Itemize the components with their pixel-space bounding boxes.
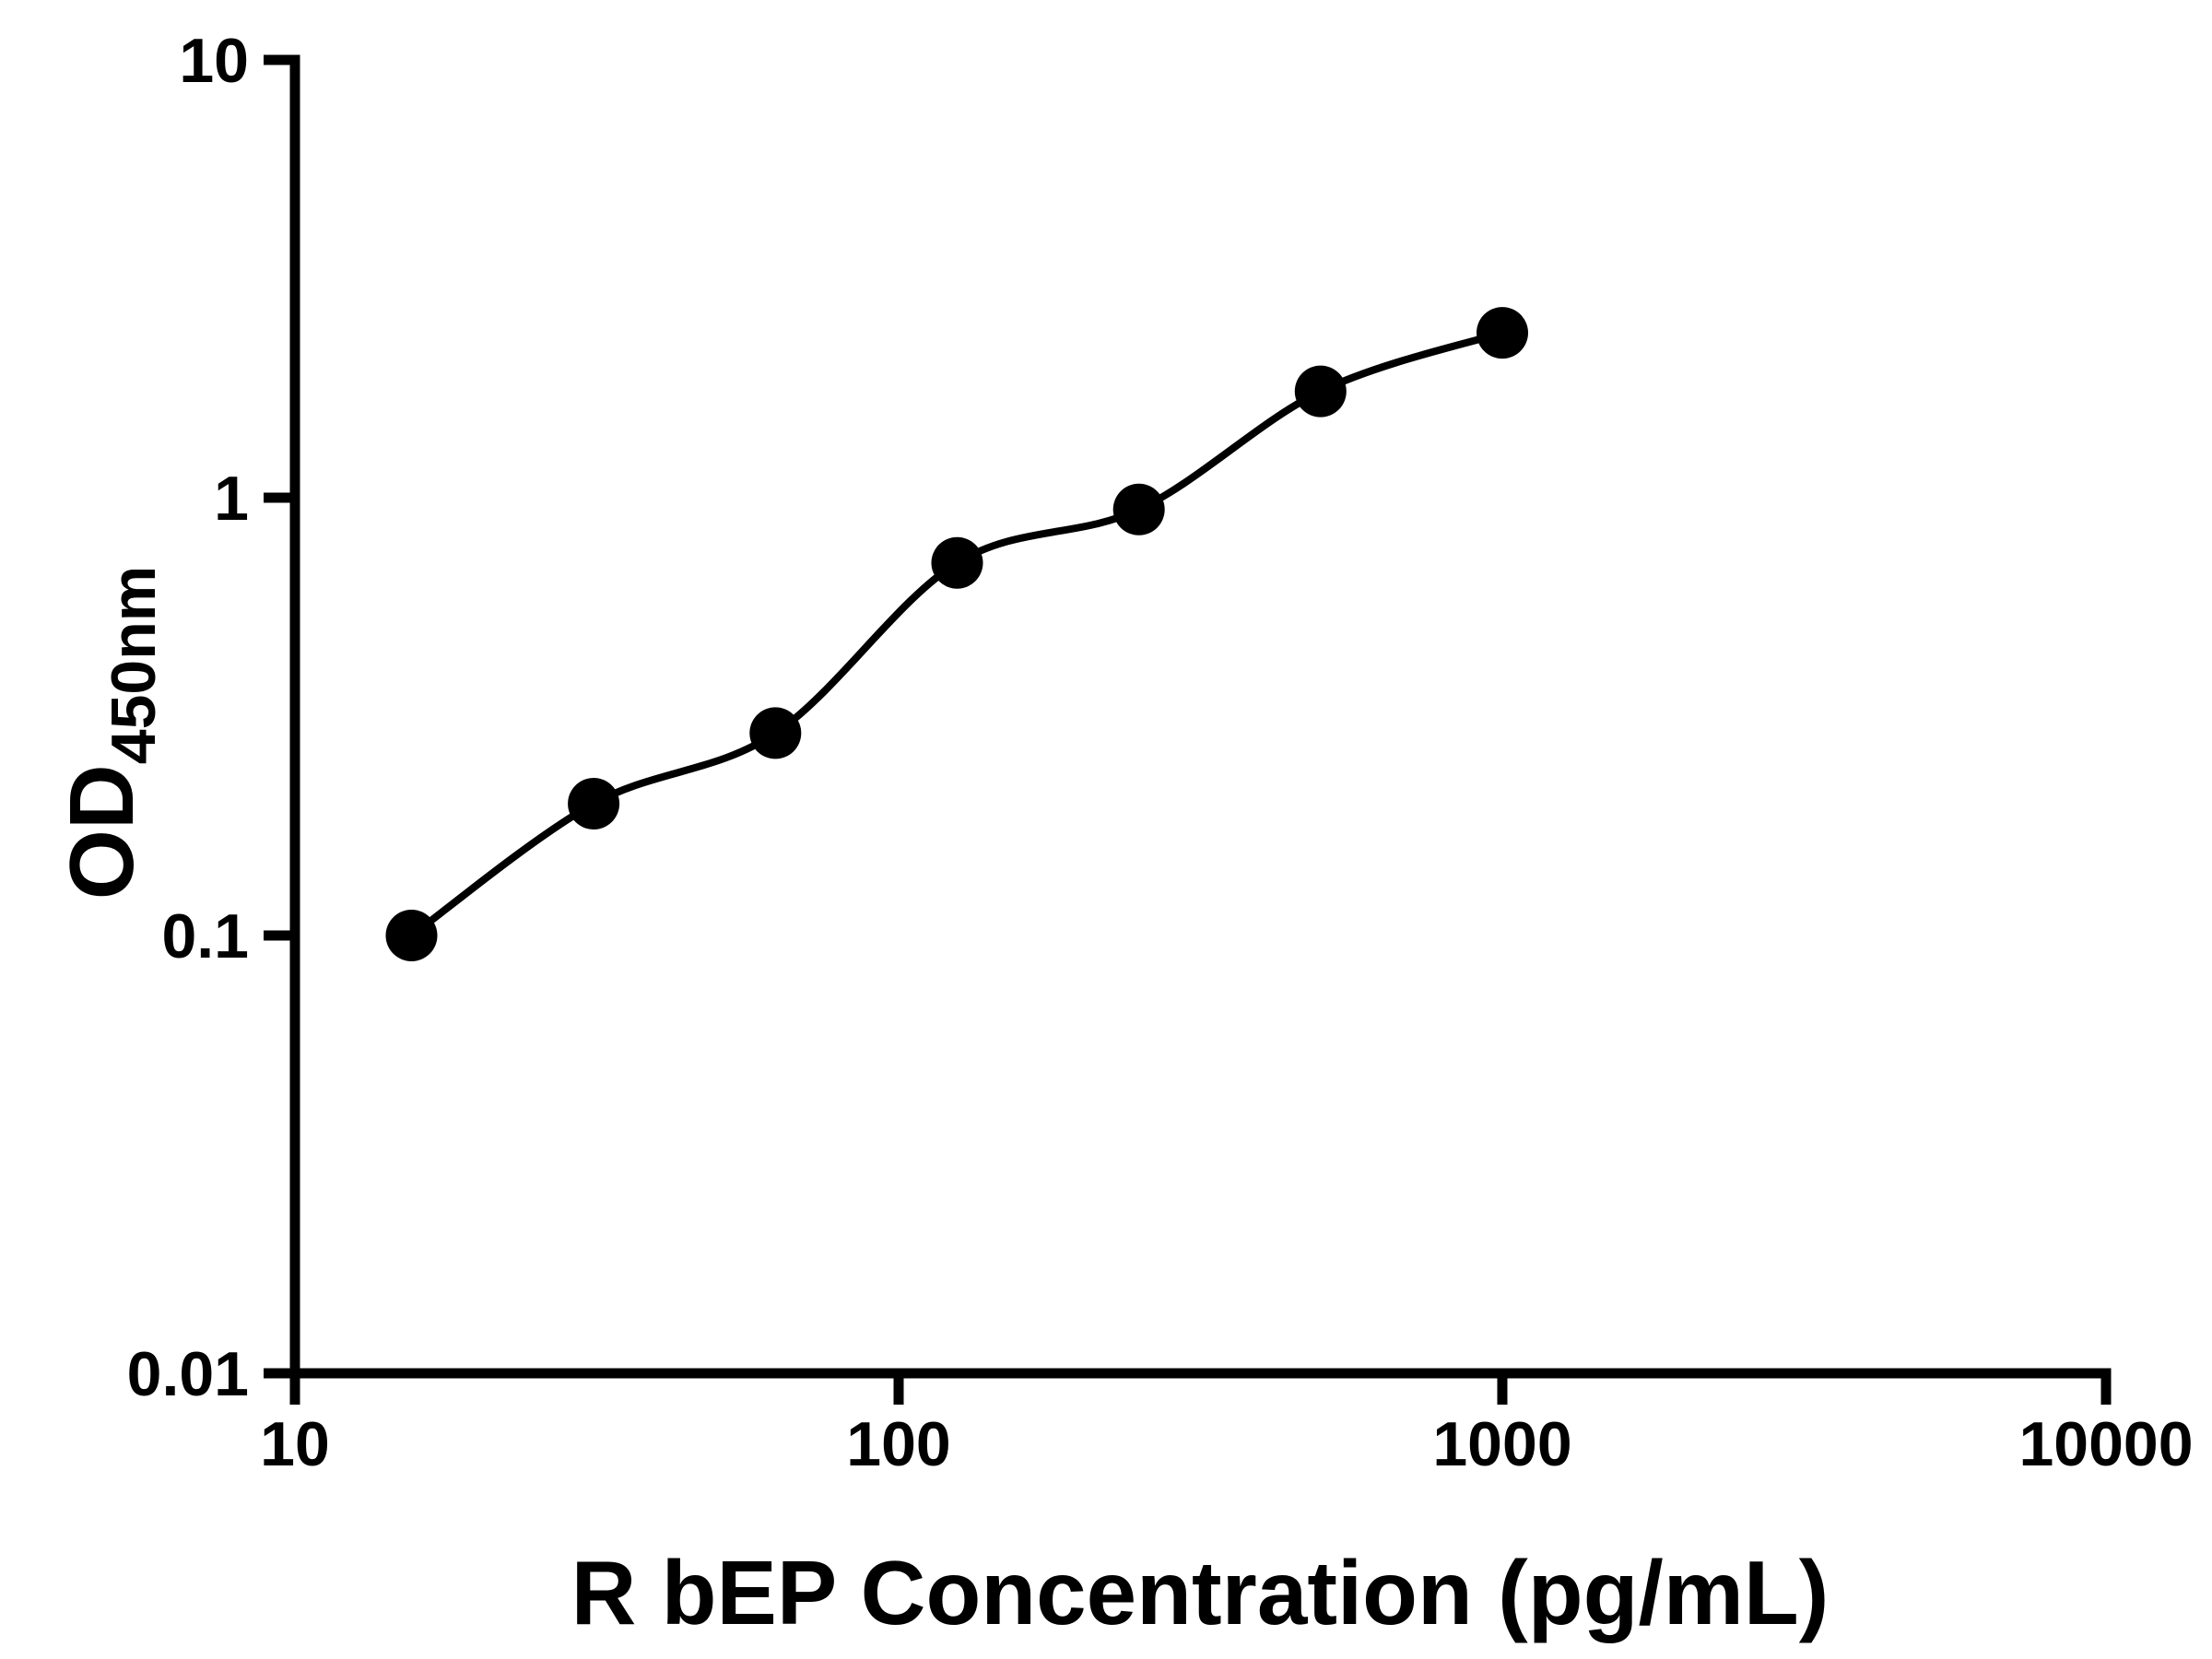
- y-axis-title-main: OD: [51, 764, 152, 900]
- y-axis-title: OD450nm: [51, 566, 169, 900]
- x-tick-label: 100: [846, 1409, 950, 1479]
- data-point: [1477, 307, 1528, 359]
- x-tick-label: 10000: [2018, 1409, 2193, 1479]
- fit-curve: [407, 329, 1506, 939]
- x-tick-label: 1000: [1432, 1409, 1571, 1479]
- plot-area: 10 100 1000 10000 0.01 0.1 1 10: [127, 26, 2194, 1479]
- data-point: [931, 536, 983, 589]
- axis-spines: [289, 54, 2112, 1379]
- data-point: [1294, 365, 1347, 418]
- x-tick-label: 10: [260, 1409, 330, 1479]
- y-axis-title-subscript: 450nm: [99, 566, 169, 764]
- data-point: [568, 778, 620, 830]
- data-point: [1112, 483, 1165, 535]
- y-tick-label: 1: [214, 464, 249, 534]
- data-point: [749, 707, 802, 759]
- data-point: [385, 910, 438, 961]
- x-axis-title: R bEP Concentration (pg/mL): [571, 1542, 1830, 1643]
- y-tick-label: 0.01: [127, 1339, 249, 1409]
- y-tick-label: 10: [179, 26, 249, 96]
- y-tick-label: 0.1: [161, 901, 249, 971]
- y-axis-title-group: OD450nm: [51, 566, 169, 900]
